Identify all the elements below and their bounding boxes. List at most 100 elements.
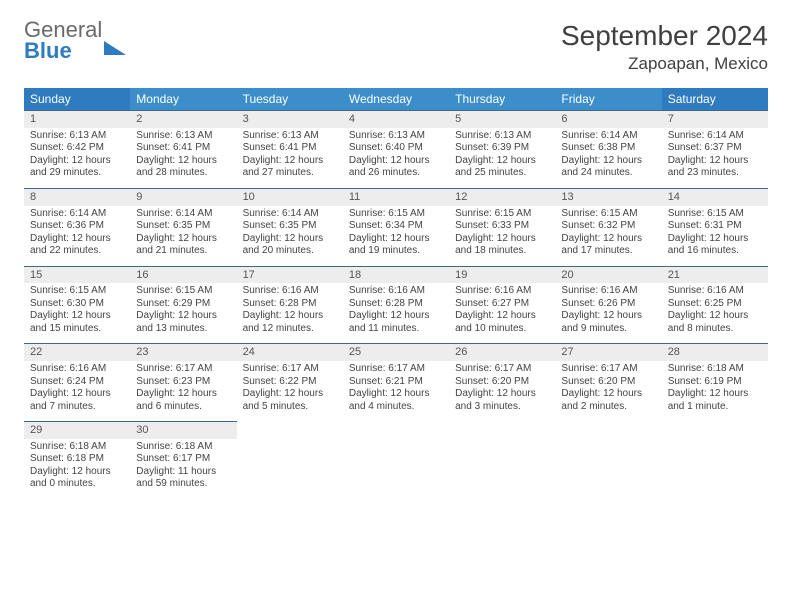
weekday-header: Friday (555, 88, 661, 110)
calendar-day: 17Sunrise: 6:16 AMSunset: 6:28 PMDayligh… (237, 266, 343, 344)
calendar-day: 4Sunrise: 6:13 AMSunset: 6:40 PMDaylight… (343, 110, 449, 188)
calendar-week: 22Sunrise: 6:16 AMSunset: 6:24 PMDayligh… (24, 343, 768, 421)
sunrise: Sunrise: 6:16 AM (561, 285, 655, 298)
daylight: Daylight: 12 hours and 9 minutes. (561, 310, 655, 335)
calendar-week: 8Sunrise: 6:14 AMSunset: 6:36 PMDaylight… (24, 188, 768, 266)
sunset: Sunset: 6:37 PM (668, 142, 762, 155)
calendar-week: 1Sunrise: 6:13 AMSunset: 6:42 PMDaylight… (24, 110, 768, 188)
calendar: SundayMondayTuesdayWednesdayThursdayFrid… (24, 88, 768, 499)
sunrise: Sunrise: 6:14 AM (136, 208, 230, 221)
sunset: Sunset: 6:34 PM (349, 220, 443, 233)
weekday-header: Sunday (24, 88, 130, 110)
day-content: Sunrise: 6:15 AMSunset: 6:34 PMDaylight:… (343, 206, 449, 266)
day-number: 3 (237, 110, 343, 128)
sunrise: Sunrise: 6:17 AM (455, 363, 549, 376)
triangle-icon (104, 24, 126, 55)
sunrise: Sunrise: 6:14 AM (30, 208, 124, 221)
day-content: Sunrise: 6:13 AMSunset: 6:40 PMDaylight:… (343, 128, 449, 188)
calendar-day: 11Sunrise: 6:15 AMSunset: 6:34 PMDayligh… (343, 188, 449, 266)
calendar-day: . (662, 421, 768, 499)
calendar-day: 7Sunrise: 6:14 AMSunset: 6:37 PMDaylight… (662, 110, 768, 188)
daylight: Daylight: 12 hours and 20 minutes. (243, 233, 337, 258)
sunset: Sunset: 6:35 PM (136, 220, 230, 233)
calendar-day: 25Sunrise: 6:17 AMSunset: 6:21 PMDayligh… (343, 343, 449, 421)
calendar-day: 14Sunrise: 6:15 AMSunset: 6:31 PMDayligh… (662, 188, 768, 266)
page-title: September 2024 (561, 20, 768, 52)
day-content: Sunrise: 6:13 AMSunset: 6:39 PMDaylight:… (449, 128, 555, 188)
day-content: Sunrise: 6:17 AMSunset: 6:22 PMDaylight:… (237, 361, 343, 421)
daylight: Daylight: 12 hours and 23 minutes. (668, 155, 762, 180)
sunset: Sunset: 6:17 PM (136, 453, 230, 466)
day-number: 7 (662, 110, 768, 128)
daylight: Daylight: 12 hours and 12 minutes. (243, 310, 337, 335)
day-number: 25 (343, 343, 449, 361)
day-content: Sunrise: 6:17 AMSunset: 6:21 PMDaylight:… (343, 361, 449, 421)
sunset: Sunset: 6:20 PM (561, 376, 655, 389)
calendar-day: 8Sunrise: 6:14 AMSunset: 6:36 PMDaylight… (24, 188, 130, 266)
day-number: 12 (449, 188, 555, 206)
day-content: Sunrise: 6:13 AMSunset: 6:41 PMDaylight:… (130, 128, 236, 188)
day-number: 8 (24, 188, 130, 206)
calendar-day: 15Sunrise: 6:15 AMSunset: 6:30 PMDayligh… (24, 266, 130, 344)
day-number: 21 (662, 266, 768, 284)
sunset: Sunset: 6:24 PM (30, 376, 124, 389)
sunset: Sunset: 6:26 PM (561, 298, 655, 311)
day-number: 19 (449, 266, 555, 284)
daylight: Daylight: 12 hours and 6 minutes. (136, 388, 230, 413)
sunset: Sunset: 6:22 PM (243, 376, 337, 389)
sunset: Sunset: 6:29 PM (136, 298, 230, 311)
day-number: 24 (237, 343, 343, 361)
day-number: 30 (130, 421, 236, 439)
calendar-day: 18Sunrise: 6:16 AMSunset: 6:28 PMDayligh… (343, 266, 449, 344)
sunrise: Sunrise: 6:18 AM (136, 441, 230, 454)
daylight: Daylight: 12 hours and 19 minutes. (349, 233, 443, 258)
day-number: 16 (130, 266, 236, 284)
sunset: Sunset: 6:30 PM (30, 298, 124, 311)
sunrise: Sunrise: 6:14 AM (561, 130, 655, 143)
day-content: Sunrise: 6:18 AMSunset: 6:19 PMDaylight:… (662, 361, 768, 421)
daylight: Daylight: 12 hours and 16 minutes. (668, 233, 762, 258)
day-number: 2 (130, 110, 236, 128)
sunset: Sunset: 6:31 PM (668, 220, 762, 233)
daylight: Daylight: 12 hours and 1 minute. (668, 388, 762, 413)
day-number: 4 (343, 110, 449, 128)
calendar-day: 12Sunrise: 6:15 AMSunset: 6:33 PMDayligh… (449, 188, 555, 266)
day-content: Sunrise: 6:15 AMSunset: 6:31 PMDaylight:… (662, 206, 768, 266)
day-number: 11 (343, 188, 449, 206)
weekday-header: Wednesday (343, 88, 449, 110)
sunrise: Sunrise: 6:18 AM (30, 441, 124, 454)
day-content: Sunrise: 6:13 AMSunset: 6:42 PMDaylight:… (24, 128, 130, 188)
day-content: Sunrise: 6:15 AMSunset: 6:33 PMDaylight:… (449, 206, 555, 266)
day-number: 6 (555, 110, 661, 128)
daylight: Daylight: 12 hours and 0 minutes. (30, 466, 124, 491)
daylight: Daylight: 12 hours and 18 minutes. (455, 233, 549, 258)
day-number: 1 (24, 110, 130, 128)
daylight: Daylight: 12 hours and 27 minutes. (243, 155, 337, 180)
sunrise: Sunrise: 6:14 AM (668, 130, 762, 143)
sunrise: Sunrise: 6:13 AM (136, 130, 230, 143)
calendar-day: 19Sunrise: 6:16 AMSunset: 6:27 PMDayligh… (449, 266, 555, 344)
daylight: Daylight: 12 hours and 21 minutes. (136, 233, 230, 258)
sunset: Sunset: 6:38 PM (561, 142, 655, 155)
sunrise: Sunrise: 6:15 AM (455, 208, 549, 221)
daylight: Daylight: 12 hours and 4 minutes. (349, 388, 443, 413)
day-number: 17 (237, 266, 343, 284)
calendar-day: 22Sunrise: 6:16 AMSunset: 6:24 PMDayligh… (24, 343, 130, 421)
logo: General Blue (24, 20, 126, 62)
daylight: Daylight: 12 hours and 13 minutes. (136, 310, 230, 335)
day-number: 13 (555, 188, 661, 206)
calendar-day: 3Sunrise: 6:13 AMSunset: 6:41 PMDaylight… (237, 110, 343, 188)
calendar-day: 28Sunrise: 6:18 AMSunset: 6:19 PMDayligh… (662, 343, 768, 421)
day-content: Sunrise: 6:15 AMSunset: 6:29 PMDaylight:… (130, 283, 236, 343)
sunrise: Sunrise: 6:15 AM (30, 285, 124, 298)
sunset: Sunset: 6:28 PM (243, 298, 337, 311)
calendar-day: . (237, 421, 343, 499)
daylight: Daylight: 12 hours and 8 minutes. (668, 310, 762, 335)
weekday-header: Saturday (662, 88, 768, 110)
day-number: 26 (449, 343, 555, 361)
day-content: Sunrise: 6:14 AMSunset: 6:37 PMDaylight:… (662, 128, 768, 188)
day-content: Sunrise: 6:16 AMSunset: 6:28 PMDaylight:… (237, 283, 343, 343)
sunset: Sunset: 6:40 PM (349, 142, 443, 155)
sunset: Sunset: 6:41 PM (243, 142, 337, 155)
sunrise: Sunrise: 6:17 AM (349, 363, 443, 376)
